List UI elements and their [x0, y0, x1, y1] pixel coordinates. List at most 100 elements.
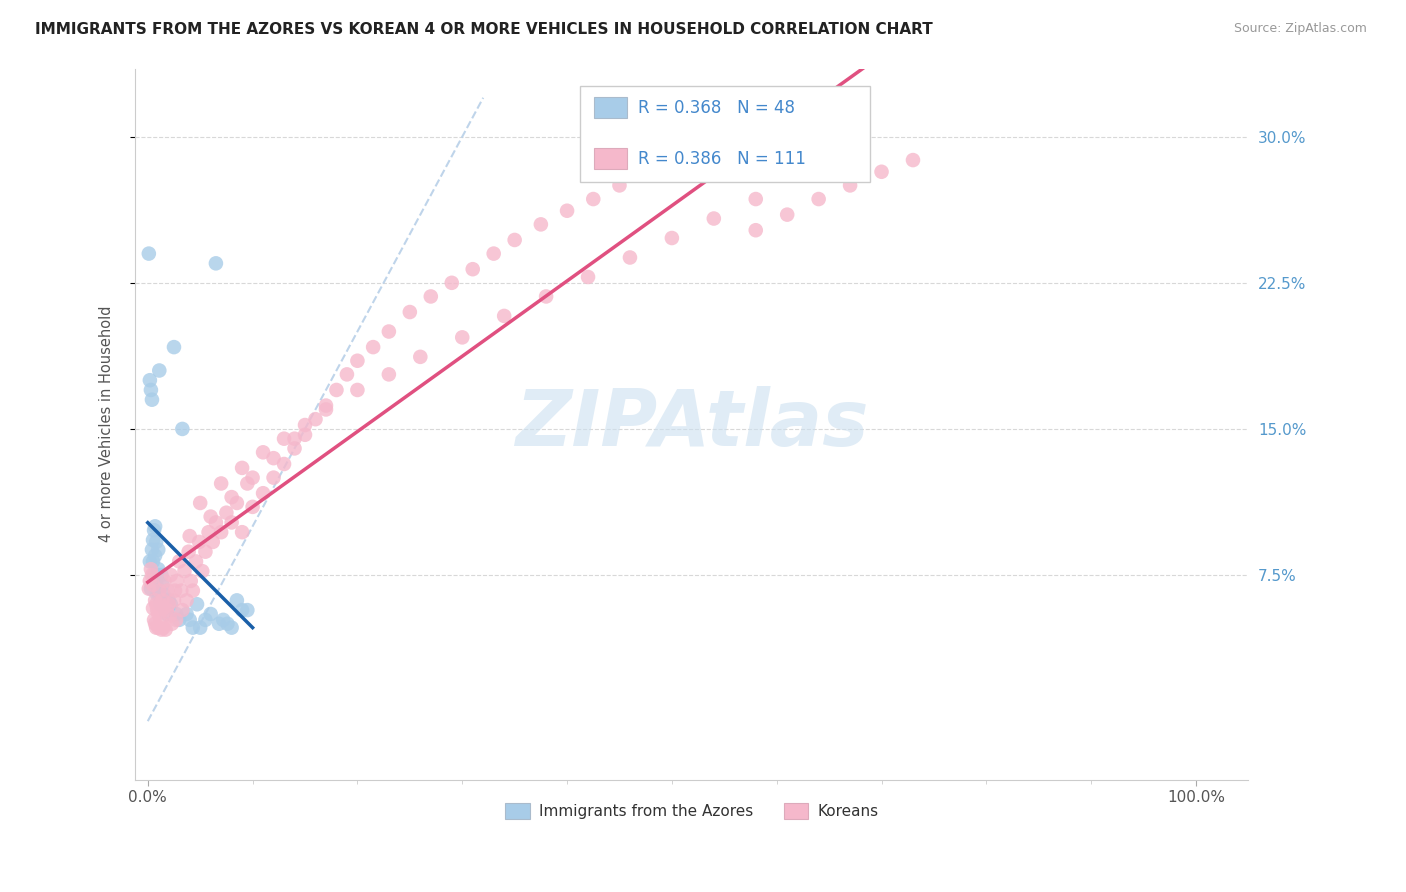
Point [482, 246, 505, 260]
Point [180, 574, 202, 588]
Point [146, 588, 169, 602]
Point [191, 564, 214, 578]
Point [157, 597, 180, 611]
Point [378, 368, 401, 382]
Point [139, 554, 162, 568]
Point [703, 211, 725, 226]
Point [141, 542, 163, 557]
Text: IMMIGRANTS FROM THE AZORES VS KOREAN 4 OR MORE VEHICLES IN HOUSEHOLD CORRELATION: IMMIGRANTS FROM THE AZORES VS KOREAN 4 O… [35, 22, 934, 37]
Point [807, 192, 830, 206]
Point [142, 578, 165, 592]
Point [619, 251, 641, 265]
Point [150, 623, 173, 637]
Point [143, 523, 166, 537]
Point [143, 549, 166, 563]
Bar [593, 97, 627, 119]
Text: R = 0.368   N = 48: R = 0.368 N = 48 [638, 99, 796, 117]
Point [146, 568, 169, 582]
Point [252, 445, 274, 459]
Point [143, 616, 166, 631]
Point [172, 603, 194, 617]
Point [688, 139, 710, 153]
Point [142, 533, 165, 547]
Point [188, 621, 211, 635]
Point [184, 554, 207, 568]
Point [145, 578, 167, 592]
Point [163, 340, 186, 354]
Point [152, 588, 174, 602]
Point [139, 574, 162, 588]
Point [173, 564, 195, 578]
Point [419, 289, 441, 303]
Point [142, 554, 165, 568]
Point [225, 496, 247, 510]
Point [152, 621, 174, 635]
Point [745, 223, 768, 237]
Point [745, 192, 768, 206]
Point [141, 392, 163, 407]
Point [139, 383, 162, 397]
Point [870, 165, 893, 179]
Point [221, 490, 243, 504]
Point [194, 544, 217, 558]
Point [231, 603, 253, 617]
Point [152, 601, 174, 615]
Point [398, 305, 420, 319]
Point [152, 578, 174, 592]
Point [273, 432, 295, 446]
Point [160, 597, 183, 611]
Point [576, 270, 599, 285]
Text: Source: ZipAtlas.com: Source: ZipAtlas.com [1233, 22, 1367, 36]
Point [294, 427, 316, 442]
Bar [593, 148, 627, 169]
Point [149, 597, 172, 611]
Point [143, 593, 166, 607]
Point [236, 603, 259, 617]
Point [166, 574, 188, 588]
Point [839, 178, 862, 193]
Point [148, 363, 170, 377]
Legend: Immigrants from the Azores, Koreans: Immigrants from the Azores, Koreans [499, 797, 884, 825]
Point [242, 470, 264, 484]
Point [221, 516, 243, 530]
Point [148, 621, 170, 635]
Point [609, 178, 631, 193]
Point [503, 233, 526, 247]
Point [170, 583, 193, 598]
Point [177, 544, 200, 558]
Point [494, 309, 516, 323]
Point [315, 402, 337, 417]
Point [209, 476, 232, 491]
Point [153, 601, 176, 615]
Point [181, 621, 204, 635]
Point [634, 165, 657, 179]
Point [346, 383, 368, 397]
Point [263, 451, 285, 466]
Point [138, 246, 160, 260]
Point [209, 525, 232, 540]
Point [148, 588, 170, 602]
Point [208, 616, 231, 631]
Point [179, 529, 201, 543]
Point [776, 208, 799, 222]
Point [378, 325, 401, 339]
Point [361, 340, 384, 354]
Point [159, 609, 181, 624]
Point [176, 607, 198, 621]
Point [176, 593, 198, 607]
Point [148, 562, 170, 576]
Point [172, 422, 194, 436]
Point [146, 603, 169, 617]
Point [582, 192, 605, 206]
Point [336, 368, 359, 382]
Y-axis label: 4 or more Vehicles in Household: 4 or more Vehicles in Household [100, 306, 114, 542]
Point [143, 568, 166, 582]
Point [167, 554, 190, 568]
Text: R = 0.386   N = 111: R = 0.386 N = 111 [638, 150, 806, 168]
Point [163, 593, 186, 607]
Point [325, 383, 347, 397]
Point [165, 613, 187, 627]
Point [179, 613, 201, 627]
Point [555, 203, 578, 218]
Point [197, 525, 219, 540]
